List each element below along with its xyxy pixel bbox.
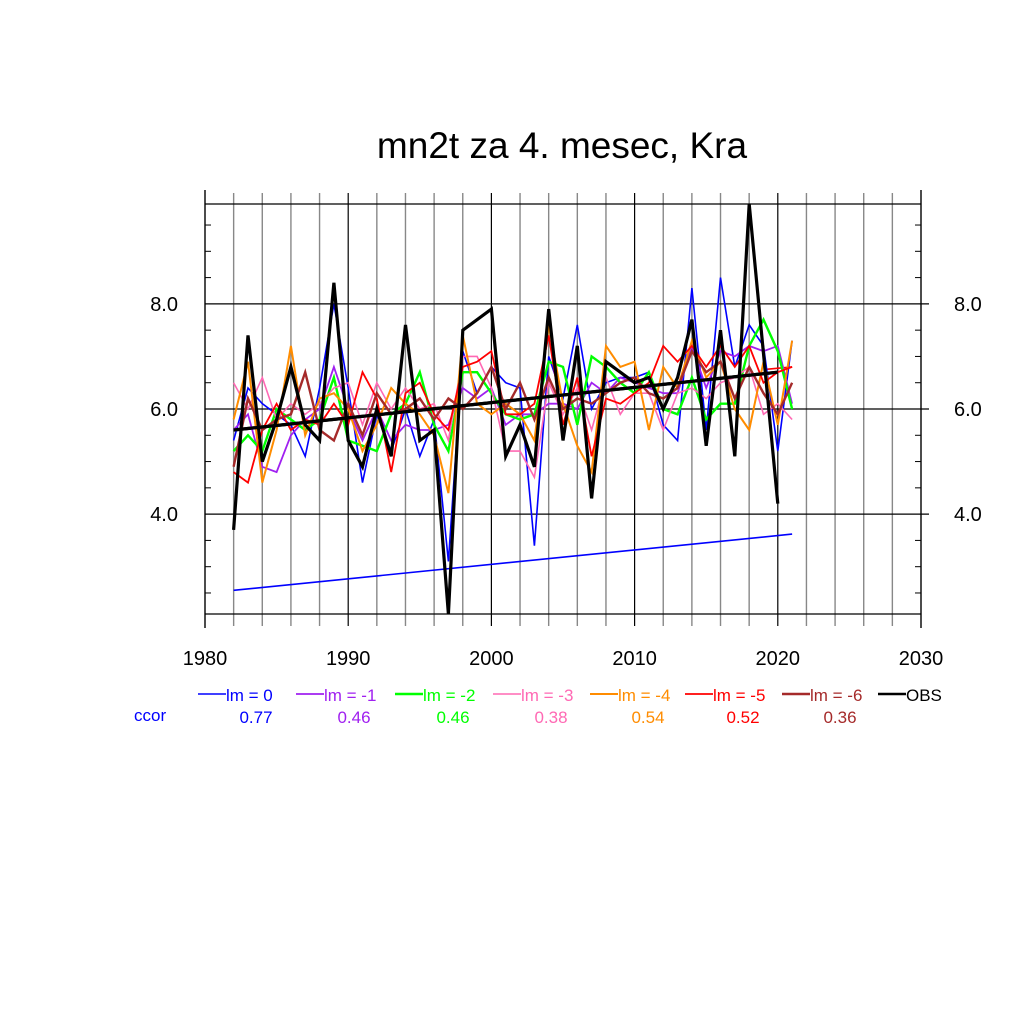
y-tick-label-left: 8.0	[150, 294, 178, 316]
series-line-1	[232, 342, 793, 474]
trend-line	[233, 533, 793, 592]
legend-ccor-value: 0.36	[823, 708, 856, 727]
legend-entry-label: lm = -5	[713, 686, 765, 705]
y-tick-label-right: 8.0	[954, 294, 982, 316]
y-tick-label-left: 6.0	[150, 399, 178, 421]
legend-ccor-value: 0.46	[436, 708, 469, 727]
legend-entry-label: lm = -1	[324, 686, 376, 705]
series-line-4	[232, 324, 794, 494]
series-line-2	[232, 316, 794, 455]
legend-entry-label: lm = 0	[226, 686, 273, 705]
x-tick-label: 1980	[183, 648, 228, 670]
obs-trend-line	[233, 370, 778, 432]
x-tick-label: 1990	[326, 648, 371, 670]
x-tick-label: 2020	[756, 648, 801, 670]
y-tick-label-right: 4.0	[954, 504, 982, 526]
legend-entry-label: lm = -6	[810, 686, 862, 705]
legend-ccor-value: 0.46	[337, 708, 370, 727]
series-line-7	[232, 203, 780, 615]
legend-ccor-value: 0.38	[534, 708, 567, 727]
legend-entry-label: lm = -2	[423, 686, 475, 705]
axes	[204, 190, 922, 628]
legend-ccor-value: 0.77	[239, 708, 272, 727]
series-line-6	[232, 348, 794, 468]
legend: ccor lm = 0 0.77 lm = -1 0.46 lm = -2 0.46 lm =…	[134, 686, 942, 727]
legend-ccor-value: 0.52	[726, 708, 759, 727]
tick-labels: 1980 1990 2000 2010 2020 2030 4.0 4.0 6.0 6.0 8.0 8…	[150, 294, 982, 670]
x-tick-label: 2000	[469, 648, 514, 670]
ccor-label: ccor	[134, 706, 166, 725]
x-tick-label: 2010	[612, 648, 657, 670]
x-tick-label: 2030	[899, 648, 944, 670]
legend-ccor-value: 0.54	[631, 708, 664, 727]
legend-entry-label: lm = -4	[618, 686, 670, 705]
legend-entry-label: OBS	[906, 686, 942, 705]
series-line-5	[233, 335, 793, 485]
y-tick-label-right: 6.0	[954, 399, 982, 421]
y-tick-label-left: 4.0	[150, 504, 178, 526]
series-lines	[232, 203, 794, 615]
legend-entry-label: lm = -3	[521, 686, 573, 705]
chart-title: mn2t za 4. mesec, Kra	[377, 125, 748, 166]
